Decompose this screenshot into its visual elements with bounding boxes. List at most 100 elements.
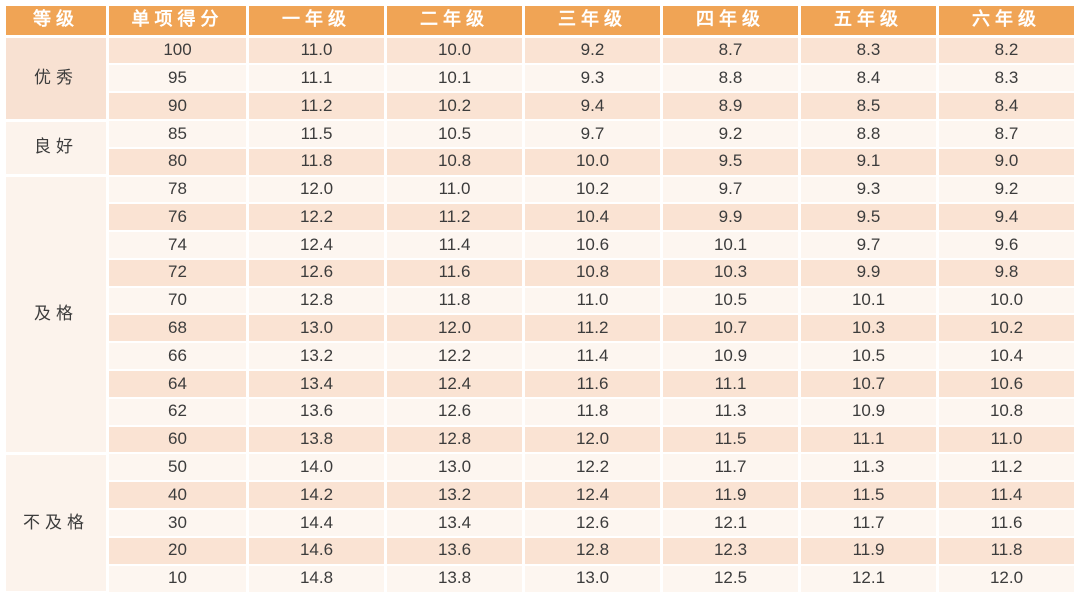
time-cell: 10.1 <box>384 63 525 94</box>
time-cell: 13.8 <box>246 424 387 455</box>
time-cell: 14.0 <box>246 452 387 483</box>
time-cell: 14.6 <box>246 535 387 566</box>
time-cell: 11.1 <box>246 63 387 94</box>
table-row: 不及格 50 14.0 13.0 12.2 11.7 11.3 11.2 <box>3 451 1077 595</box>
time-cell: 8.8 <box>660 63 801 94</box>
time-cell: 10.7 <box>660 313 801 344</box>
time-cell: 11.8 <box>246 146 387 177</box>
table-row: 66 13.2 12.2 11.4 10.9 10.5 10.4 <box>5 341 1077 372</box>
time-cell: 11.5 <box>798 480 939 510</box>
score-cell: 95 <box>106 63 249 94</box>
time-cell: 11.8 <box>384 285 525 316</box>
time-cell: 10.0 <box>522 146 663 177</box>
time-cell: 9.3 <box>522 63 663 94</box>
time-cell: 11.7 <box>798 507 939 538</box>
table-row: 及格 78 12.0 11.0 10.2 9.7 9.3 9.2 <box>3 174 1077 455</box>
time-cell: 10.5 <box>798 341 939 372</box>
time-cell: 10.6 <box>522 230 663 260</box>
score-cell: 100 <box>106 34 249 66</box>
table-row: 62 13.6 12.6 11.8 11.3 10.9 10.8 <box>5 396 1077 427</box>
time-cell: 11.5 <box>246 119 387 149</box>
time-cell: 10.8 <box>522 257 663 288</box>
time-cell: 9.8 <box>936 257 1077 288</box>
time-cell: 10.9 <box>798 396 939 427</box>
time-cell: 9.4 <box>522 91 663 122</box>
time-cell: 12.6 <box>522 507 663 538</box>
score-cell: 85 <box>106 119 249 149</box>
grade-group-label: 良好 <box>3 118 109 178</box>
time-cell: 12.4 <box>522 480 663 510</box>
time-cell: 11.1 <box>798 424 939 455</box>
time-cell: 11.4 <box>522 341 663 372</box>
time-cell: 10.2 <box>522 174 663 205</box>
score-cell: 76 <box>106 202 249 233</box>
column-header-grade-level: 等级 <box>3 4 109 38</box>
time-cell: 12.1 <box>660 507 801 538</box>
table-row: 76 12.2 11.2 10.4 9.9 9.5 9.4 <box>5 202 1077 233</box>
time-cell: 10.9 <box>660 341 801 372</box>
score-cell: 70 <box>106 285 249 316</box>
table-row: 95 11.1 10.1 9.3 8.8 8.4 8.3 <box>5 63 1077 94</box>
time-cell: 9.0 <box>936 146 1077 177</box>
time-cell: 9.4 <box>936 202 1077 233</box>
time-cell: 10.3 <box>660 257 801 288</box>
score-cell: 78 <box>106 174 249 205</box>
time-cell: 9.7 <box>522 119 663 149</box>
time-cell: 11.0 <box>384 174 525 205</box>
time-cell: 14.4 <box>246 507 387 538</box>
time-cell: 10.4 <box>936 341 1077 372</box>
time-cell: 12.2 <box>522 452 663 483</box>
score-cell: 30 <box>106 507 249 538</box>
time-cell: 11.2 <box>246 91 387 122</box>
table-row: 80 11.8 10.8 10.0 9.5 9.1 9.0 <box>5 146 1077 177</box>
time-cell: 8.4 <box>936 91 1077 122</box>
time-cell: 11.4 <box>384 230 525 260</box>
time-cell: 13.6 <box>246 396 387 427</box>
time-cell: 10.1 <box>798 285 939 316</box>
table-body: 优秀 100 11.0 10.0 9.2 8.7 8.3 8.2 95 11.1 10.1 9.3 8.… <box>3 34 1077 595</box>
time-cell: 12.8 <box>522 535 663 566</box>
time-cell: 10.8 <box>936 396 1077 427</box>
time-cell: 10.0 <box>936 285 1077 316</box>
time-cell: 11.0 <box>522 285 663 316</box>
grade-group-label: 优秀 <box>3 34 109 122</box>
score-cell: 66 <box>106 341 249 372</box>
time-cell: 13.4 <box>384 507 525 538</box>
time-cell: 10.4 <box>522 202 663 233</box>
table-row: 10 14.8 13.8 13.0 12.5 12.1 12.0 <box>5 563 1077 594</box>
time-cell: 13.0 <box>246 313 387 344</box>
time-cell: 12.0 <box>384 313 525 344</box>
time-cell: 10.0 <box>384 34 525 66</box>
time-cell: 10.6 <box>936 369 1077 399</box>
column-header-grade-3: 三年级 <box>522 4 663 38</box>
table-row: 60 13.8 12.8 12.0 11.5 11.1 11.0 <box>5 424 1077 455</box>
time-cell: 8.5 <box>798 91 939 122</box>
table-row: 68 13.0 12.0 11.2 10.7 10.3 10.2 <box>5 313 1077 344</box>
grade-group-label: 不及格 <box>3 451 109 595</box>
table-row: 40 14.2 13.2 12.4 11.9 11.5 11.4 <box>5 480 1077 510</box>
time-cell: 9.2 <box>936 174 1077 205</box>
time-cell: 9.3 <box>798 174 939 205</box>
time-cell: 9.1 <box>798 146 939 177</box>
table-row: 64 13.4 12.4 11.6 11.1 10.7 10.6 <box>5 369 1077 399</box>
time-cell: 14.8 <box>246 563 387 594</box>
time-cell: 11.8 <box>522 396 663 427</box>
time-cell: 13.4 <box>246 369 387 399</box>
time-cell: 11.9 <box>660 480 801 510</box>
time-cell: 12.3 <box>660 535 801 566</box>
time-cell: 13.2 <box>246 341 387 372</box>
time-cell: 12.6 <box>384 396 525 427</box>
score-cell: 72 <box>106 257 249 288</box>
time-cell: 12.8 <box>384 424 525 455</box>
time-cell: 9.9 <box>798 257 939 288</box>
time-cell: 12.0 <box>936 563 1077 594</box>
header-row: 等级 单项得分 一年级 二年级 三年级 四年级 五年级 六年级 <box>3 4 1077 38</box>
time-cell: 8.7 <box>660 34 801 66</box>
time-cell: 11.6 <box>936 507 1077 538</box>
time-cell: 12.0 <box>522 424 663 455</box>
grade-group-label: 及格 <box>3 174 109 455</box>
time-cell: 10.5 <box>384 119 525 149</box>
score-cell: 10 <box>106 563 249 594</box>
time-cell: 12.2 <box>246 202 387 233</box>
